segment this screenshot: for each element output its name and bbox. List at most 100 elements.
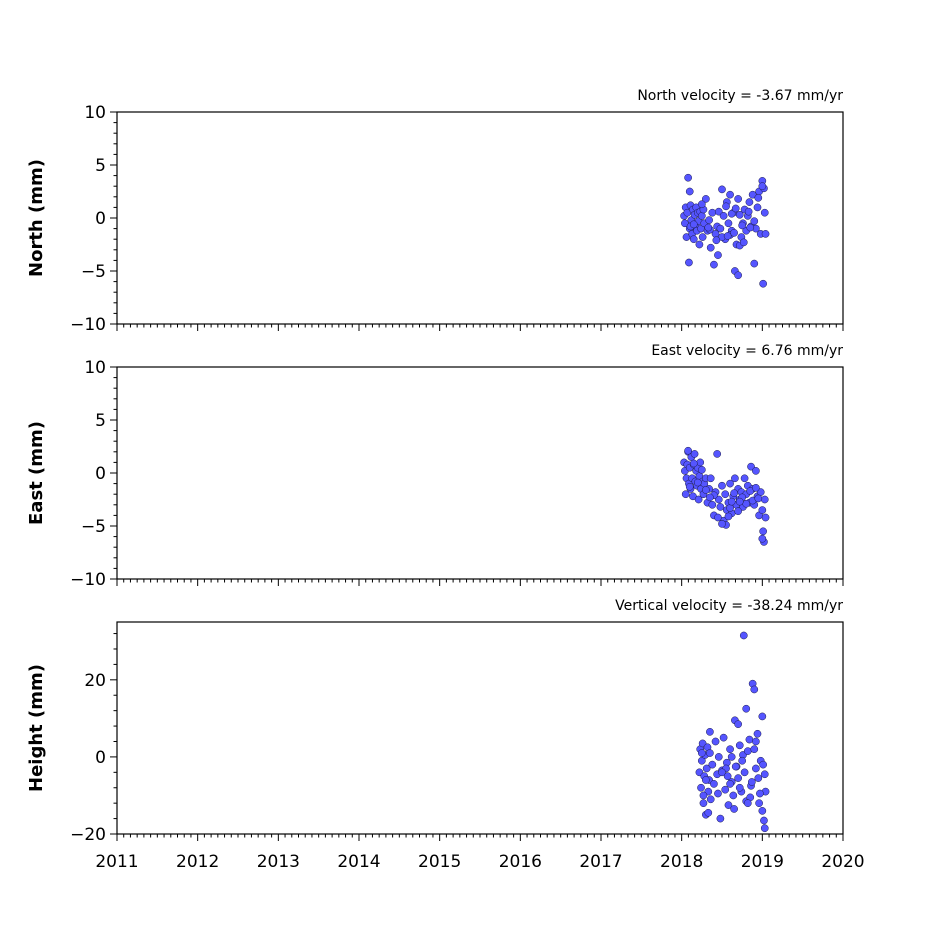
height-data-point (699, 799, 708, 808)
height-data-point (738, 756, 747, 765)
north-data-point (712, 236, 721, 245)
north-data-point (724, 219, 733, 228)
east-data-point (740, 474, 749, 483)
height-data-point (755, 799, 763, 808)
height-data-point (721, 785, 730, 794)
east-data-point (735, 497, 744, 506)
north-data-point (754, 194, 763, 202)
height-data-point (747, 778, 756, 786)
north-ytick-label: 10 (84, 103, 106, 123)
north-data-point (708, 208, 717, 217)
xtick-label-2014: 2014 (337, 852, 380, 872)
north-data-point (714, 207, 723, 216)
east-data-point (758, 506, 767, 514)
east-data-point (684, 446, 692, 455)
height-data-point (750, 745, 759, 754)
north-data-point (744, 207, 753, 216)
east-data-point (714, 495, 723, 504)
east-panel: East velocity = 6.76 mm/yr East (mm) −10… (26, 343, 844, 590)
height-data-point (726, 780, 734, 788)
north-ytick-label: −10 (70, 315, 106, 335)
north-data-point (704, 223, 713, 232)
height-data-point (759, 760, 767, 769)
height-data-point (714, 789, 722, 798)
north-data-point (723, 232, 732, 240)
east-ytick-label: −5 (81, 517, 106, 537)
north-data-point (750, 259, 759, 268)
north-ytick-label: −5 (81, 262, 106, 282)
north-data-point (710, 260, 718, 269)
height-data-point (706, 728, 714, 736)
north-data-point (684, 173, 692, 182)
north-data-point (731, 204, 740, 213)
east-data-point (726, 479, 734, 488)
height-data-point (730, 805, 738, 813)
east-data-point (721, 490, 730, 499)
east-data-point (694, 495, 703, 504)
east-data-point (693, 478, 702, 487)
north-data-point (758, 182, 767, 191)
xtick-label-2020: 2020 (821, 852, 864, 872)
height-data-point (723, 772, 732, 781)
north-data-point (714, 251, 722, 259)
east-data-point (718, 481, 726, 490)
height-data-point (758, 712, 767, 721)
east-data-point (706, 474, 715, 483)
north-data-point (738, 221, 747, 230)
height-axis-ticks: 2011 2012 2013 2014 2015 2016 2017 2018 2019 2020… (70, 633, 865, 872)
height-data-point (724, 801, 733, 809)
height-data-point (734, 720, 742, 728)
east-data-point (747, 462, 755, 471)
north-data-point (734, 271, 742, 280)
height-data-point (743, 747, 752, 755)
north-data-point (735, 210, 744, 219)
height-data-point (754, 774, 763, 782)
east-data-point (730, 489, 738, 497)
height-plot-frame (116, 621, 844, 835)
east-data-point (713, 450, 722, 458)
height-data-point (753, 729, 762, 738)
height-data-point (711, 737, 720, 746)
north-data-point (745, 198, 754, 206)
height-data-point (758, 807, 767, 815)
east-scatter-points (680, 446, 770, 546)
east-data-point (702, 486, 710, 494)
height-data-point (756, 789, 764, 798)
east-data-point (718, 520, 726, 528)
east-data-point (681, 490, 690, 499)
east-ytick-label: 5 (95, 411, 106, 431)
north-data-point (695, 240, 704, 249)
north-panel: North velocity = -3.67 mm/yr North (mm) … (26, 88, 844, 335)
east-data-point (742, 499, 751, 508)
east-data-point (697, 465, 706, 474)
height-data-point (702, 764, 711, 773)
east-data-point (758, 534, 767, 543)
east-data-point (752, 467, 760, 475)
height-data-point (735, 783, 744, 792)
xtick-label-2015: 2015 (418, 852, 461, 872)
east-data-point (754, 494, 763, 503)
north-data-point (697, 200, 706, 209)
north-data-point (734, 195, 742, 203)
height-data-point (740, 768, 749, 777)
north-data-point (761, 230, 770, 238)
xtick-label-2013: 2013 (257, 852, 300, 872)
xtick-label-2018: 2018 (660, 852, 703, 872)
east-axis-label: East (mm) (26, 421, 47, 525)
north-ytick-label: 5 (95, 156, 106, 176)
north-data-point (760, 208, 769, 217)
height-data-point (742, 704, 751, 713)
north-axis-ticks: −10 −5 0 5 10 (70, 103, 844, 335)
xtick-label-2017: 2017 (579, 852, 622, 872)
height-data-point (760, 770, 769, 779)
north-data-point (702, 195, 710, 203)
height-data-point (699, 791, 708, 800)
north-data-point (716, 224, 725, 233)
north-data-point (706, 243, 715, 252)
east-ytick-label: −10 (70, 570, 106, 590)
east-plot-frame (116, 366, 844, 580)
east-data-point (690, 450, 699, 458)
north-data-point (689, 235, 698, 244)
north-data-point (697, 212, 706, 220)
north-plot-frame (116, 111, 844, 325)
